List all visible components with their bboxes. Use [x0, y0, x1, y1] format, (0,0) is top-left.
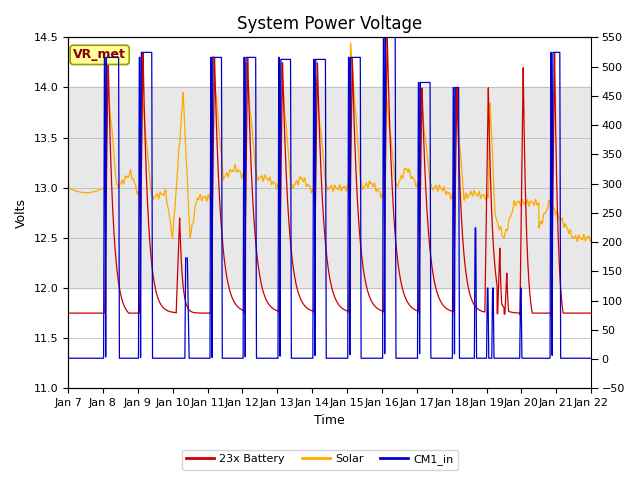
Text: VR_met: VR_met: [73, 48, 126, 61]
X-axis label: Time: Time: [314, 414, 345, 427]
Title: System Power Voltage: System Power Voltage: [237, 15, 422, 33]
Legend: 23x Battery, Solar, CM1_in: 23x Battery, Solar, CM1_in: [182, 450, 458, 469]
Y-axis label: Volts: Volts: [15, 198, 28, 228]
Bar: [68, 87, 591, 288]
